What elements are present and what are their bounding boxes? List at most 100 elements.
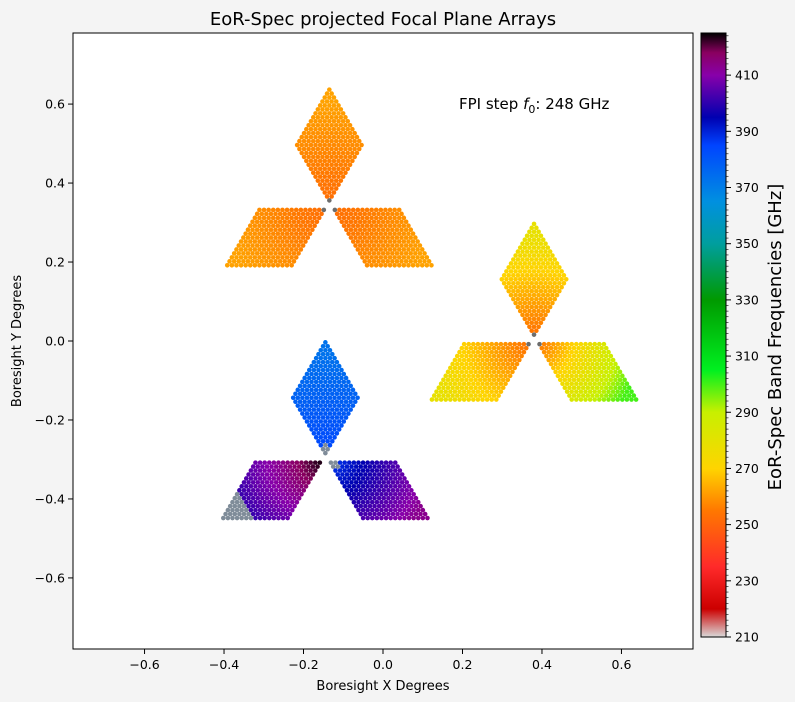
detector-pixel	[379, 476, 384, 481]
detector-pixel	[236, 259, 242, 264]
detector-pixel	[403, 227, 409, 232]
detector-pixel	[510, 345, 515, 351]
detector-pixel	[562, 369, 568, 375]
detector-pixel	[401, 255, 407, 260]
detector-pixel	[329, 399, 335, 405]
detector-pixel	[342, 484, 347, 489]
detector-pixel	[329, 146, 334, 152]
detector-pixel	[296, 480, 302, 485]
detector-pixel	[316, 207, 322, 213]
detector-pixel	[339, 407, 344, 412]
detector-pixel	[309, 363, 314, 369]
detector-pixel	[299, 460, 304, 465]
detector-pixel	[278, 480, 284, 485]
detector-pixel	[363, 495, 368, 501]
detector-pixel	[313, 387, 319, 393]
detector-pixel	[471, 373, 476, 379]
detector-pixel	[461, 373, 467, 379]
detector-pixel	[367, 235, 372, 240]
detector-pixel	[260, 488, 265, 493]
detector-pixel	[305, 235, 311, 240]
detector-pixel	[338, 130, 344, 136]
detector-pixel	[540, 292, 546, 298]
detector-pixel	[536, 245, 541, 250]
detector-pixel	[536, 308, 541, 314]
detector-pixel	[292, 472, 297, 477]
detector-pixel	[601, 381, 607, 387]
detector-pixel	[246, 511, 251, 517]
detector-pixel	[264, 227, 269, 232]
detector-pixel	[484, 365, 490, 371]
detector-pixel	[517, 261, 523, 266]
detector-pixel	[388, 484, 393, 489]
detector-pixel	[466, 341, 472, 347]
detector-pixel	[289, 247, 294, 252]
detector-pixel	[325, 407, 330, 412]
colorbar-tick-label: 230	[735, 573, 759, 588]
detector-pixel	[363, 511, 368, 517]
detector-pixel	[450, 385, 455, 390]
detector-pixel	[289, 491, 295, 497]
detector-pixel	[266, 207, 271, 213]
detector-pixel	[517, 308, 523, 314]
detector-pixel	[250, 251, 255, 256]
detector-pixel	[383, 215, 388, 221]
detector-pixel	[343, 130, 348, 136]
detector-pixel	[234, 491, 240, 497]
detector-pixel	[266, 499, 272, 505]
detector-pixel	[519, 353, 524, 359]
detector-pixel	[268, 211, 274, 217]
detector-pixel	[350, 215, 356, 221]
detector-pixel	[434, 389, 439, 394]
detector-pixel	[332, 419, 337, 424]
detector-pixel	[545, 253, 551, 258]
detector-pixel	[253, 484, 258, 489]
detector-pixel	[480, 381, 485, 387]
detector-pixel	[344, 480, 350, 485]
detector-pixel	[234, 263, 239, 268]
detector-pixel	[268, 251, 274, 256]
detector-pixel	[241, 235, 246, 240]
colorbar-tick-label: 330	[735, 292, 759, 307]
detector-pixel	[545, 284, 551, 290]
detector-pixel	[304, 142, 309, 148]
detector-pixel	[534, 249, 539, 254]
detector-pixel	[552, 288, 558, 294]
detector-pixel	[287, 511, 293, 517]
detector-pixel	[613, 369, 618, 375]
detector-pixel	[536, 276, 541, 282]
detector-pixel	[547, 280, 553, 286]
detector-pixel	[576, 385, 581, 390]
detector-pixel	[369, 460, 375, 465]
detector-pixel	[313, 379, 319, 385]
detector-pixel	[269, 472, 274, 477]
detector-pixel	[259, 251, 265, 256]
detector-pixel	[491, 369, 497, 375]
detector-pixel	[397, 491, 403, 497]
detector-pixel	[448, 389, 453, 394]
detector-pixel	[529, 296, 535, 302]
detector-pixel	[360, 239, 365, 244]
detector-pixel	[346, 223, 351, 229]
colorbar-tick-label: 310	[735, 349, 759, 364]
detector-pixel	[225, 515, 231, 521]
detector-pixel	[379, 499, 384, 505]
detector-pixel	[498, 373, 504, 379]
plot-area	[73, 33, 693, 649]
detector-pixel	[371, 235, 377, 240]
detector-pixel	[534, 265, 539, 270]
detector-pixel	[452, 397, 458, 402]
detector-pixel	[560, 349, 565, 355]
detector-pixel	[380, 227, 386, 232]
detector-pixel	[546, 341, 552, 347]
detector-pixel	[475, 365, 481, 371]
detector-pixel	[269, 464, 274, 469]
detector-pixel	[569, 373, 575, 379]
detector-pixel	[534, 225, 539, 231]
detector-pixel	[311, 415, 317, 420]
detector-pixel	[506, 265, 512, 270]
detector-pixel	[283, 472, 288, 477]
detector-pixel	[415, 239, 420, 244]
detector-pixel	[329, 115, 334, 120]
detector-pixel	[606, 365, 611, 371]
